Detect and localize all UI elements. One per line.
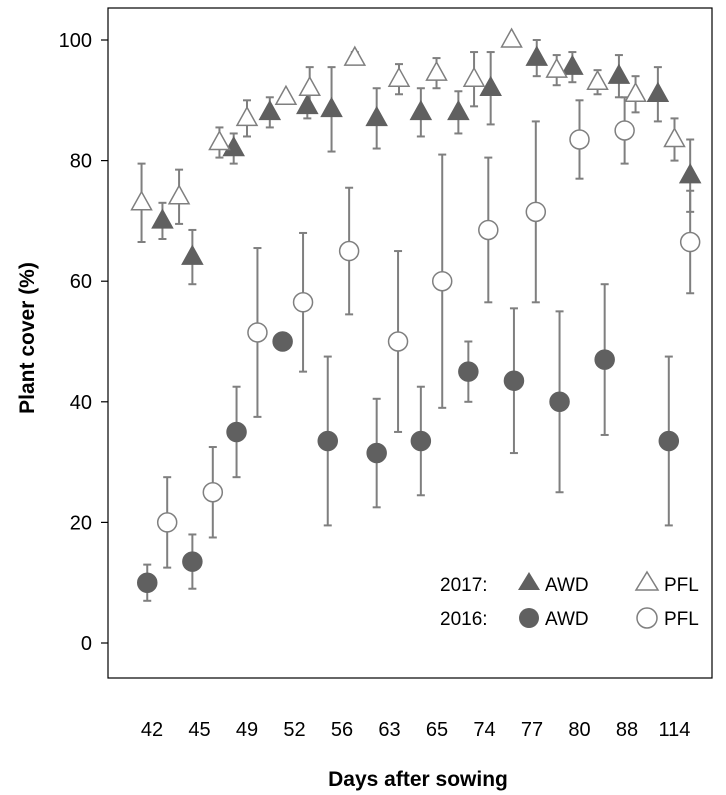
legend-pfl-2017-label: PFL: [664, 575, 699, 596]
triangle-marker: [586, 69, 609, 90]
circle-marker: [226, 421, 247, 443]
y-tick-label: 20: [70, 512, 92, 534]
triangle-marker: [479, 75, 502, 96]
triangle-marker: [678, 163, 702, 184]
triangle-marker: [607, 63, 631, 84]
triangle-marker: [387, 66, 411, 87]
circle-marker: [594, 349, 615, 370]
legend-awd-2017-label: AWD: [545, 575, 589, 596]
circle-marker: [338, 240, 360, 262]
circle-marker: [247, 322, 268, 343]
triangle-marker: [646, 81, 670, 103]
x-axis-title: Days after sowing: [328, 768, 508, 791]
circle-marker: [679, 231, 701, 253]
triangle-marker: [235, 105, 259, 127]
legend-awd-2017-triangle: [518, 572, 540, 590]
circle-marker: [317, 430, 338, 452]
y-tick-label: 100: [59, 30, 92, 52]
data-markers: [130, 27, 702, 593]
triangle-marker: [545, 57, 568, 78]
circle-marker: [525, 201, 547, 223]
x-tick-label: 80: [568, 719, 590, 741]
legend-pfl-2016-circle: [636, 607, 658, 629]
y-axis-ticks: 0 20 40 60 80 100: [59, 30, 108, 655]
y-tick-label: 0: [81, 633, 92, 655]
legend-pfl-2016-label: PFL: [664, 609, 699, 630]
y-tick-label: 60: [70, 271, 92, 293]
triangle-marker: [561, 54, 584, 75]
triangle-marker: [500, 27, 523, 48]
x-tick-label: 65: [426, 719, 448, 741]
circle-marker: [478, 219, 499, 241]
circle-marker: [292, 292, 314, 313]
triangle-marker: [258, 99, 282, 121]
circle-marker: [658, 430, 680, 452]
legend-awd-2016-label: AWD: [545, 609, 589, 630]
y-tick-label: 40: [70, 392, 92, 414]
x-tick-label: 52: [283, 719, 305, 741]
circle-marker: [410, 430, 432, 452]
circle-marker: [549, 391, 570, 413]
x-tick-label: 88: [616, 719, 638, 741]
circle-marker: [137, 572, 158, 593]
triangle-marker: [151, 208, 174, 229]
circle-marker: [569, 129, 590, 150]
triangle-marker: [222, 135, 245, 157]
error-bars: [137, 35, 695, 602]
y-tick-label: 80: [70, 151, 92, 173]
x-axis-ticks: 42 45 49 52 56 63 65 74 77 80 88 114: [141, 719, 691, 741]
circle-marker: [503, 370, 525, 391]
triangle-marker: [365, 105, 388, 127]
triangle-marker: [462, 66, 486, 87]
x-tick-label: 45: [188, 719, 210, 741]
triangle-marker: [208, 129, 231, 151]
triangle-marker: [167, 184, 191, 205]
x-tick-label: 42: [141, 719, 163, 741]
circle-marker: [614, 120, 635, 141]
circle-marker: [272, 331, 293, 352]
legend-year-2016: 2016:: [440, 609, 488, 630]
x-tick-label: 56: [331, 719, 353, 741]
legend-year-2017: 2017:: [440, 575, 488, 596]
x-tick-label: 63: [378, 719, 400, 741]
triangle-marker: [525, 45, 549, 66]
legend-pfl-2017-triangle: [634, 570, 660, 591]
legend-awd-2016-circle: [519, 608, 539, 628]
legend: 2017: AWD PFL 2016: AWD PFL: [440, 570, 699, 630]
circle-marker: [156, 512, 178, 533]
x-tick-label: 74: [473, 719, 495, 741]
circle-marker: [431, 270, 453, 292]
triangle-marker: [320, 96, 343, 118]
circle-marker: [202, 482, 224, 503]
triangle-marker: [274, 84, 298, 106]
x-tick-label: 49: [236, 719, 258, 741]
circle-marker: [458, 361, 479, 382]
x-tick-label: 77: [521, 719, 543, 741]
triangle-marker: [663, 126, 686, 148]
triangle-marker: [624, 81, 647, 103]
circle-marker: [366, 442, 387, 464]
triangle-marker: [447, 99, 470, 121]
y-axis-title: Plant cover (%): [16, 262, 39, 414]
x-tick-label: 114: [659, 719, 691, 741]
triangle-marker: [181, 244, 204, 265]
triangle-marker: [296, 93, 319, 115]
triangle-marker: [130, 190, 153, 211]
triangle-marker: [298, 75, 321, 96]
plot-frame: [107, 7, 713, 679]
triangle-marker: [425, 60, 448, 81]
circle-marker: [182, 551, 203, 572]
circle-marker: [387, 331, 409, 352]
triangle-marker: [409, 99, 433, 121]
triangle-marker: [343, 45, 367, 66]
